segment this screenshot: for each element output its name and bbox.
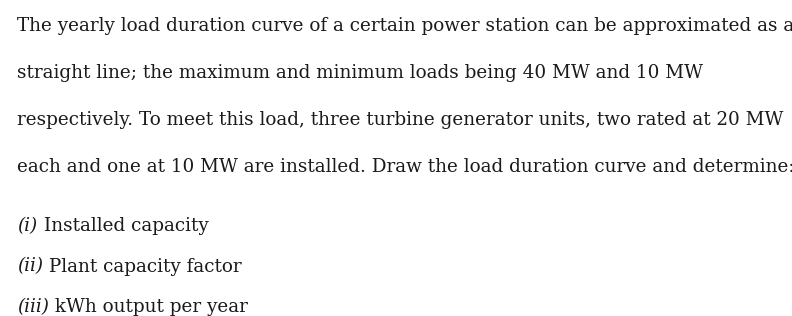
Text: Installed capacity: Installed capacity: [37, 217, 208, 235]
Text: each and one at 10 MW are installed. Draw the load duration curve and determine:: each and one at 10 MW are installed. Dra…: [17, 158, 792, 176]
Text: (ii): (ii): [17, 258, 44, 276]
Text: The yearly load duration curve of a certain power station can be approximated as: The yearly load duration curve of a cert…: [17, 17, 792, 35]
Text: (i): (i): [17, 217, 37, 235]
Text: kWh output per year: kWh output per year: [49, 298, 248, 316]
Text: Plant capacity factor: Plant capacity factor: [44, 258, 242, 276]
Text: (iii): (iii): [17, 298, 49, 316]
Text: respectively. To meet this load, three turbine generator units, two rated at 20 : respectively. To meet this load, three t…: [17, 111, 784, 129]
Text: straight line; the maximum and minimum loads being 40 MW and 10 MW: straight line; the maximum and minimum l…: [17, 64, 703, 82]
